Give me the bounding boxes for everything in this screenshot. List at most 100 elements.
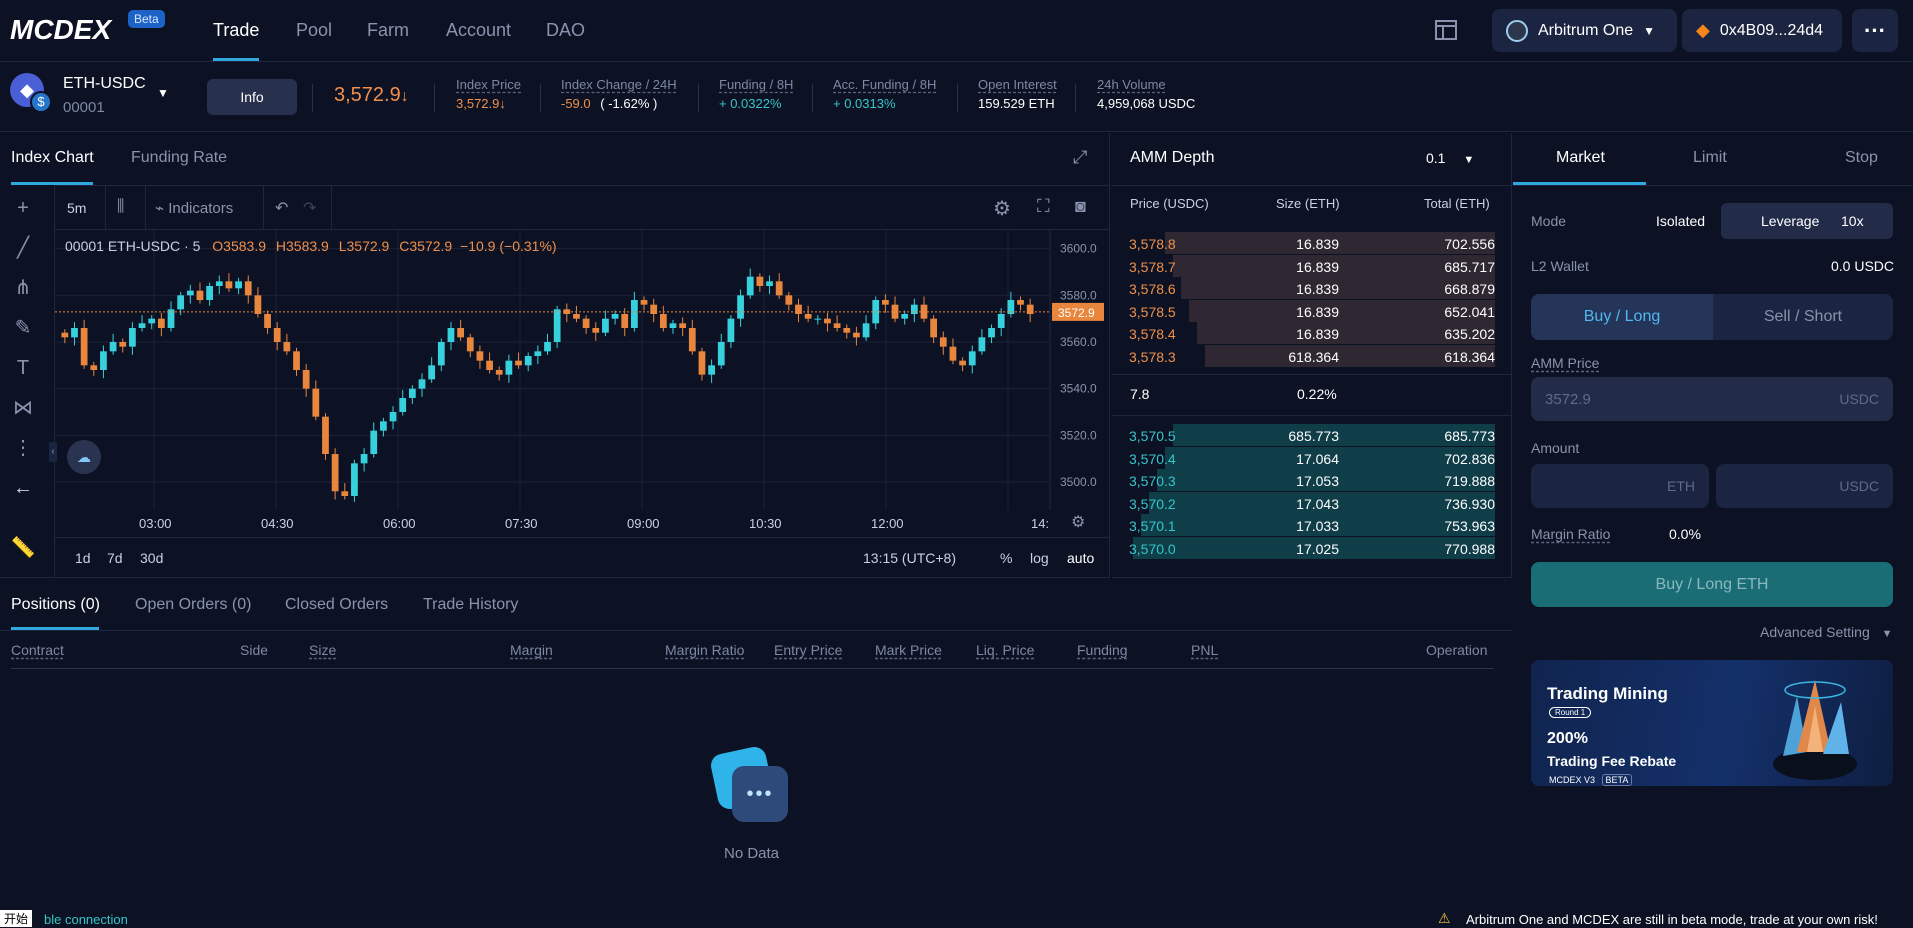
brush-icon[interactable]: ✎: [14, 317, 32, 339]
candle-body: [302, 370, 310, 389]
depth-bar: [1165, 232, 1495, 254]
tab-open-orders[interactable]: Open Orders (0): [135, 596, 252, 613]
ruler-icon[interactable]: 📏: [10, 537, 36, 559]
depth-step-selector[interactable]: 0.1 ▼: [1426, 150, 1474, 166]
l2-wallet-label: L2 Wallet: [1531, 258, 1589, 274]
amount-eth-input[interactable]: ETH: [1531, 464, 1709, 508]
candlestick-icon[interactable]: ⫼: [117, 198, 125, 215]
trading-mining-banner[interactable]: Trading Mining Round 1 200% Trading Fee …: [1531, 660, 1893, 786]
fullscreen-icon[interactable]: ⛶: [1037, 196, 1050, 216]
candle-body: [939, 337, 947, 347]
percent-scale-toggle[interactable]: %: [1000, 550, 1013, 566]
depth-price: 3,578.7: [1129, 258, 1176, 275]
pitchfork-icon[interactable]: ⋔: [14, 277, 32, 299]
mcdex-logo[interactable]: MCDEX: [10, 14, 112, 45]
depth-total: 736.930: [1444, 495, 1495, 512]
candle-body: [534, 351, 542, 356]
depth-bar: [1204, 344, 1495, 367]
depth-total: 770.988: [1444, 540, 1495, 557]
tab-stop[interactable]: Stop: [1845, 149, 1878, 166]
range-1d[interactable]: 1d: [75, 550, 91, 566]
settings-gear-icon[interactable]: ⚙: [993, 198, 1011, 220]
candle-body: [215, 281, 223, 286]
collapse-toolbar-icon[interactable]: ‹: [49, 442, 57, 462]
depth-bar: [1149, 491, 1495, 514]
candle-body: [341, 491, 349, 496]
depth-price: 3,570.1: [1129, 518, 1176, 534]
nav-dao[interactable]: DAO: [546, 20, 586, 40]
crosshair-icon[interactable]: +: [17, 197, 29, 219]
pattern-icon[interactable]: ⋈: [13, 397, 33, 419]
trend-line-icon[interactable]: ╱: [16, 237, 30, 259]
advanced-setting-toggle[interactable]: Advanced Setting ▼: [1760, 624, 1893, 640]
nav-pool[interactable]: Pool: [296, 20, 333, 40]
auto-scale-toggle[interactable]: auto: [1067, 550, 1095, 566]
leverage-selector[interactable]: Leverage 10x: [1721, 203, 1893, 239]
range-30d[interactable]: 30d: [140, 550, 164, 566]
stat-value: 4,959,068 USDC: [1097, 96, 1196, 111]
buy-long-tab[interactable]: Buy / Long: [1531, 294, 1713, 340]
price-chart[interactable]: 3572.9 3600.0 3580.0 3560.0 3540.0 3520.0 3500…: [49, 230, 1110, 510]
x-tick: 06:00: [383, 516, 416, 531]
candle-body: [399, 398, 407, 412]
range-7d[interactable]: 7d: [107, 550, 123, 566]
tab-market[interactable]: Market: [1556, 149, 1605, 166]
tab-trade-history[interactable]: Trade History: [423, 596, 519, 613]
connection-status[interactable]: ble connection: [44, 912, 128, 927]
divider: [263, 186, 264, 230]
nav-trade[interactable]: Trade: [213, 20, 260, 40]
candle-body: [814, 318, 822, 320]
pair-selector[interactable]: ◆ $: [10, 73, 52, 113]
info-button[interactable]: Info: [207, 79, 297, 115]
axis-settings-icon[interactable]: ⚙: [1071, 514, 1086, 531]
log-scale-toggle[interactable]: log: [1030, 550, 1049, 566]
tab-funding-rate[interactable]: Funding Rate: [131, 149, 228, 166]
tab-closed-orders[interactable]: Closed Orders: [285, 596, 389, 613]
tab-positions[interactable]: Positions (0): [11, 596, 100, 613]
beta-badge: Beta: [128, 10, 165, 28]
interval-selector[interactable]: 5m: [67, 200, 87, 216]
layout-icon[interactable]: [1435, 20, 1457, 40]
chart-toolbar: 5m ⫼ ⌁ Indicators ↶ ↷ ⚙ ⛶ ◙: [55, 185, 1110, 230]
arrow-left-icon[interactable]: ←: [13, 477, 33, 499]
tab-limit[interactable]: Limit: [1693, 149, 1727, 166]
candle-body: [959, 360, 966, 366]
candle-body: [544, 342, 551, 352]
nav-account[interactable]: Account: [446, 20, 512, 40]
pair-name[interactable]: ETH-USDC: [63, 75, 146, 92]
chevron-down-icon[interactable]: ▼: [157, 86, 169, 100]
amount-usdc-input[interactable]: USDC: [1716, 464, 1893, 508]
candle-body: [331, 454, 339, 492]
redo-icon: ↷: [303, 200, 317, 217]
candle-body: [177, 295, 185, 310]
sell-short-tab[interactable]: Sell / Short: [1713, 294, 1893, 340]
divider: [1112, 374, 1511, 375]
stat-value: -59.0: [561, 96, 591, 111]
candle-body: [206, 286, 214, 300]
wallet-button[interactable]: ◆ 0x4B09...24d4: [1682, 9, 1842, 52]
banner-title: Trading Mining: [1547, 684, 1668, 703]
bid-row: 3,570.2 17.043 736.930: [1129, 491, 1495, 514]
tradingview-logo-icon[interactable]: ☁: [67, 440, 101, 474]
submit-buy-long-button[interactable]: Buy / Long ETH: [1531, 562, 1893, 607]
empty-state-text: No Data: [724, 845, 780, 862]
divider: [331, 186, 332, 230]
expand-icon[interactable]: ⤢: [1073, 147, 1088, 167]
chart-time[interactable]: 13:15 (UTC+8): [863, 550, 956, 566]
text-tool-icon[interactable]: T: [16, 357, 30, 379]
more-menu-button[interactable]: ···: [1852, 9, 1898, 52]
undo-icon[interactable]: ↶: [275, 200, 289, 217]
amm-price-unit: USDC: [1839, 391, 1879, 407]
stat-value: + 0.0313%: [833, 96, 896, 111]
depth-total: 668.879: [1444, 281, 1495, 297]
candle-body: [225, 281, 233, 289]
candle-body: [312, 388, 320, 417]
nav-farm[interactable]: Farm: [367, 20, 409, 40]
measure-icon[interactable]: ⋮: [13, 437, 33, 459]
depth-price: 3,578.3: [1129, 348, 1176, 365]
camera-icon[interactable]: ◙: [1075, 196, 1086, 216]
mode-isolated[interactable]: Isolated: [1656, 213, 1706, 229]
tab-index-chart[interactable]: Index Chart: [11, 149, 94, 166]
indicators-button[interactable]: ⌁ Indicators: [155, 199, 233, 217]
network-selector[interactable]: Arbitrum One ▼: [1492, 9, 1677, 52]
